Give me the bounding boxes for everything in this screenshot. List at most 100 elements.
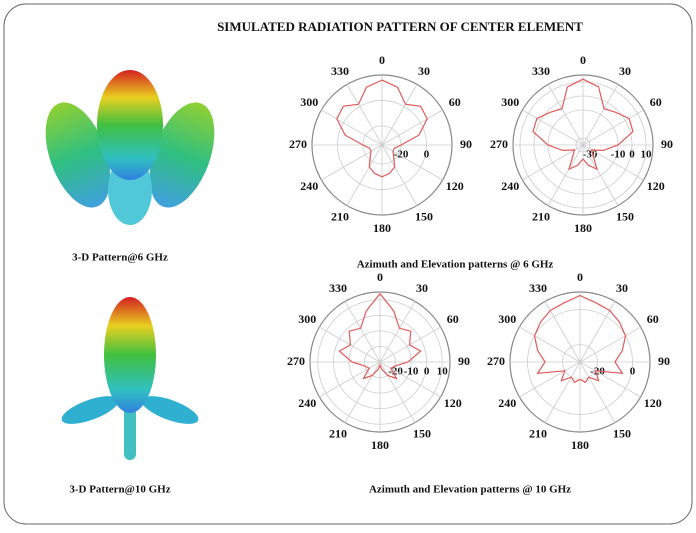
r-tick-label: -10 [404, 366, 419, 378]
angle-label: 240 [501, 179, 519, 193]
angle-label: 150 [616, 209, 634, 223]
grid-spoke [582, 84, 619, 146]
grid-spoke [321, 144, 383, 181]
r-tick-label: -20 [394, 149, 409, 161]
angle-label: 330 [529, 281, 547, 295]
r-tick-label: 10 [641, 149, 653, 161]
angle-label: 240 [300, 179, 318, 193]
slide-border [3, 3, 693, 525]
angle-label: 240 [498, 396, 516, 410]
caption: Azimuth and Elevation patterns @ 6 GHz [357, 259, 554, 271]
grid-spoke [381, 144, 443, 181]
r-tick-label: -10 [611, 149, 626, 161]
r-tick-label: 0 [629, 149, 635, 161]
angle-label: 150 [413, 426, 431, 440]
r-tick-label: 0 [424, 366, 430, 378]
grid-spoke [579, 361, 641, 398]
r-tick-label: 10 [437, 366, 449, 378]
caption: Azimuth and Elevation patterns @ 10 GHz [369, 484, 571, 496]
angle-label: 30 [616, 281, 628, 295]
grid-spoke [582, 144, 644, 181]
angle-label: 180 [371, 438, 389, 452]
angle-label: 210 [329, 426, 347, 440]
grid-spoke [582, 109, 644, 146]
angle-label: 270 [487, 354, 505, 368]
angle-label: 210 [529, 426, 547, 440]
grid-spoke [579, 361, 616, 423]
angle-label: 300 [298, 312, 316, 326]
grid-spoke [344, 361, 381, 423]
angle-label: 30 [619, 64, 631, 78]
caption: 3-D Pattern@10 GHz [69, 484, 170, 496]
angle-label: 300 [498, 312, 516, 326]
angle-label: 30 [416, 281, 428, 295]
angle-label: 300 [501, 95, 519, 109]
angle-label: 330 [331, 64, 349, 78]
pattern-3d-6ghz [45, 70, 215, 225]
angle-label: 120 [647, 179, 665, 193]
angle-label: 0 [377, 270, 383, 284]
pattern-3d-10ghz [61, 297, 199, 460]
angle-label: 60 [650, 95, 662, 109]
grid-spoke [582, 144, 619, 206]
angle-label: 0 [580, 53, 586, 67]
grid-spoke [547, 84, 584, 146]
grid-spoke [321, 109, 383, 146]
angle-label: 300 [300, 95, 318, 109]
grid-spoke [579, 326, 641, 363]
pattern-curve [336, 79, 428, 178]
angle-label: 60 [449, 95, 461, 109]
grid-spoke [381, 109, 443, 146]
angle-label: 60 [647, 312, 659, 326]
angle-label: 180 [574, 221, 592, 235]
grid-spoke [379, 361, 441, 398]
angle-label: 90 [460, 137, 472, 151]
grid-spoke [379, 326, 441, 363]
grid-spoke [579, 301, 616, 363]
grid-spoke [379, 301, 416, 363]
angle-label: 30 [418, 64, 430, 78]
angle-label: 330 [329, 281, 347, 295]
angle-label: 330 [532, 64, 550, 78]
angle-label: 210 [532, 209, 550, 223]
angle-label: 270 [287, 354, 305, 368]
r-tick-label: 0 [630, 366, 636, 378]
angle-label: 120 [644, 396, 662, 410]
grid-spoke [346, 84, 383, 146]
angle-label: 60 [447, 312, 459, 326]
angle-label: 150 [415, 209, 433, 223]
angle-label: 180 [373, 221, 391, 235]
grid-spoke [544, 301, 581, 363]
angle-label: 120 [444, 396, 462, 410]
grid-spoke [519, 361, 581, 398]
angle-label: 180 [571, 438, 589, 452]
grid-spoke [379, 361, 416, 423]
angle-label: 0 [379, 53, 385, 67]
caption: 3-D Pattern@6 GHz [72, 252, 168, 264]
grid-spoke [547, 144, 584, 206]
pattern-curve [533, 294, 627, 384]
angle-label: 210 [331, 209, 349, 223]
angle-label: 90 [458, 354, 470, 368]
grid-spoke [344, 301, 381, 363]
angle-label: 90 [658, 354, 670, 368]
grid-spoke [319, 361, 381, 398]
angle-label: 90 [661, 137, 673, 151]
grid-spoke [381, 144, 418, 206]
grid-spoke [522, 109, 584, 146]
angle-label: 120 [446, 179, 464, 193]
grid-spoke [346, 144, 383, 206]
r-tick-label: 0 [424, 149, 430, 161]
angle-label: 0 [577, 270, 583, 284]
grid-spoke [319, 326, 381, 363]
angle-label: 150 [613, 426, 631, 440]
pattern-curve [338, 292, 422, 380]
angle-label: 240 [298, 396, 316, 410]
pattern-curve [532, 78, 634, 171]
title: SIMULATED RADIATION PATTERN OF CENTER EL… [217, 19, 583, 34]
grid-spoke [519, 326, 581, 363]
grid-spoke [522, 144, 584, 181]
angle-label: 270 [490, 137, 508, 151]
